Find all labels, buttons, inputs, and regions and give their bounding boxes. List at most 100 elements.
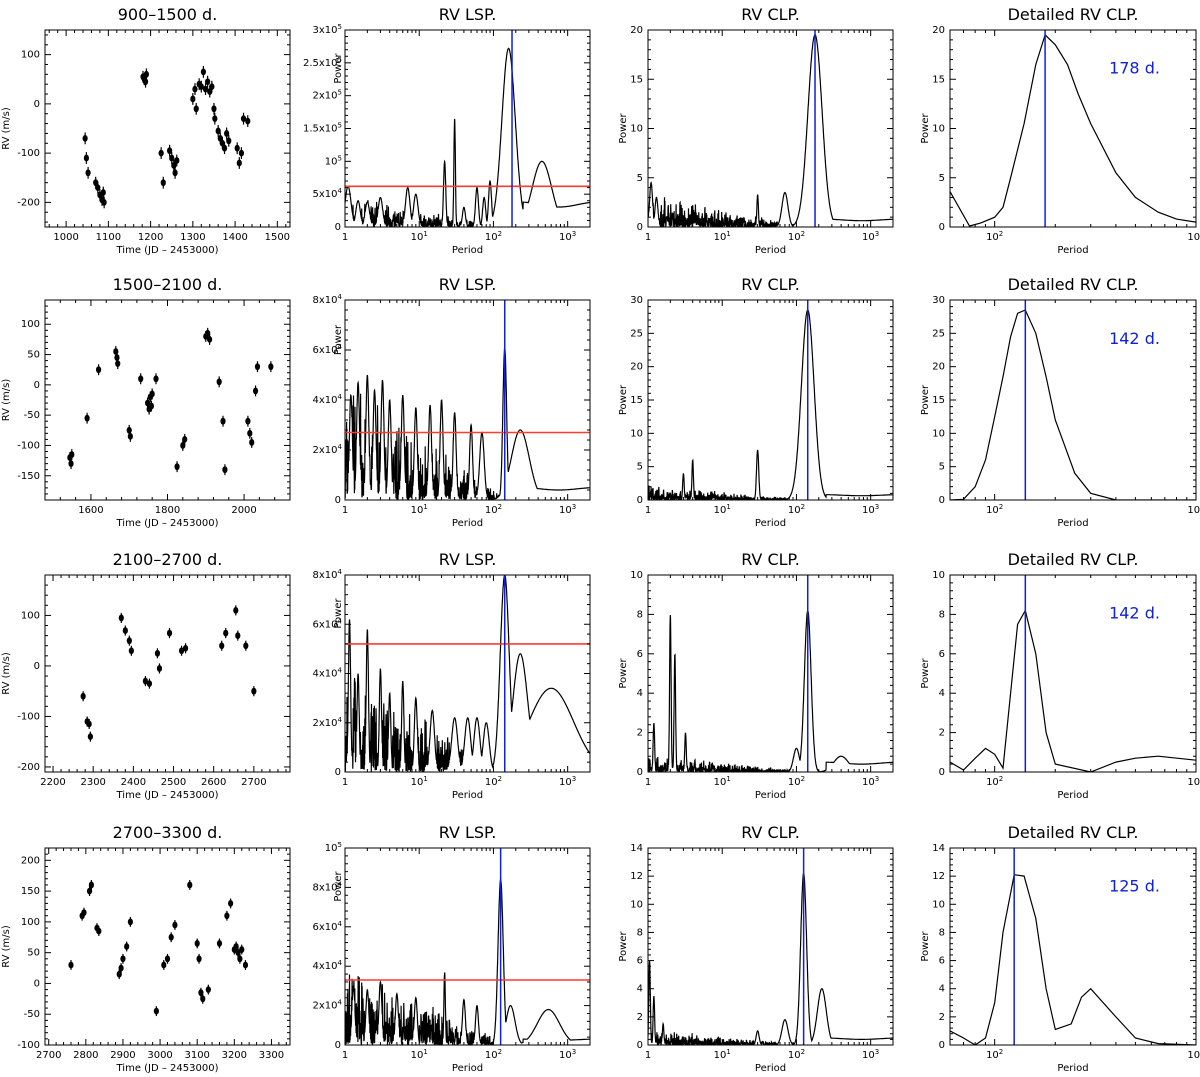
x-tick-label: 1 bbox=[342, 777, 348, 788]
data-point bbox=[114, 354, 120, 361]
panel-1-4: Detailed RV CLP. 178 d. 102 103 0 5 10 15 20 Peri… bbox=[920, 5, 1200, 256]
data-point bbox=[182, 644, 189, 652]
y-tick-label: 3x105 bbox=[313, 23, 342, 36]
plot-data bbox=[345, 30, 590, 227]
data-point bbox=[127, 918, 133, 926]
y-axis-label: Power bbox=[333, 324, 344, 355]
y-tick-label: 10 bbox=[630, 570, 643, 581]
plot-data bbox=[950, 300, 1196, 500]
data-point bbox=[164, 955, 171, 963]
y-tick-label: 1.5x105 bbox=[303, 122, 342, 135]
x-tick-label: 102 bbox=[986, 503, 1003, 516]
axes-frame bbox=[344, 847, 591, 1046]
x-tick-label: 102 bbox=[485, 230, 502, 243]
x-axis-label: Period bbox=[1057, 790, 1088, 801]
y-tick-label: 14 bbox=[630, 843, 643, 854]
x-tick-label: 1 bbox=[645, 1050, 651, 1061]
y-tick-label: 5 bbox=[637, 462, 643, 473]
y-tick-label: 20 bbox=[932, 25, 945, 36]
data-point bbox=[200, 68, 207, 76]
y-tick-label: 4x104 bbox=[313, 393, 343, 406]
data-point bbox=[68, 961, 74, 969]
plot-data bbox=[648, 848, 893, 1045]
data-point bbox=[194, 940, 200, 947]
x-tick-label: 102 bbox=[986, 775, 1003, 788]
y-tick-label: 8 bbox=[637, 609, 643, 620]
periodogram-line bbox=[648, 872, 893, 1045]
plot-data bbox=[345, 848, 590, 1045]
y-tick-label: 8 bbox=[637, 927, 643, 938]
x-tick-label: 103 bbox=[559, 1048, 576, 1061]
data-point bbox=[68, 460, 74, 468]
data-point bbox=[113, 348, 119, 355]
y-tick-label: 5 bbox=[939, 173, 945, 184]
y-tick-label: -150 bbox=[17, 471, 40, 482]
y-tick-label: -100 bbox=[17, 1040, 40, 1051]
data-point bbox=[115, 360, 121, 368]
x-tick-label: 102 bbox=[986, 1048, 1003, 1061]
panel-title: RV LSP. bbox=[439, 275, 497, 294]
x-tick-label: 1100 bbox=[96, 232, 121, 243]
y-tick-label: 15 bbox=[630, 395, 643, 406]
data-point bbox=[128, 647, 134, 655]
y-tick-label: 12 bbox=[932, 871, 945, 882]
data-point bbox=[235, 632, 241, 640]
data-point bbox=[126, 426, 132, 434]
data-point bbox=[237, 955, 243, 963]
data-point bbox=[169, 154, 175, 162]
plot-data bbox=[67, 327, 274, 476]
periodogram-line bbox=[345, 347, 590, 500]
y-tick-label: 2.5x105 bbox=[303, 56, 342, 69]
data-point bbox=[95, 184, 101, 192]
data-point bbox=[233, 606, 239, 614]
data-point bbox=[172, 921, 178, 929]
plot-data bbox=[648, 300, 893, 500]
y-tick-label: 8x104 bbox=[313, 568, 343, 581]
y-tick-label: 0 bbox=[939, 222, 945, 233]
y-tick-label: 2 bbox=[637, 728, 643, 739]
panel-title: RV LSP. bbox=[439, 823, 497, 842]
data-point bbox=[168, 933, 174, 941]
y-tick-label: 2 bbox=[939, 1012, 945, 1023]
y-tick-label: 100 bbox=[21, 319, 40, 330]
x-tick-label: 1 bbox=[342, 232, 348, 243]
y-tick-label: 4x104 bbox=[313, 667, 343, 680]
x-tick-label: 103 bbox=[1187, 503, 1200, 516]
data-point bbox=[69, 451, 75, 458]
data-point bbox=[193, 105, 199, 113]
data-point bbox=[127, 432, 133, 440]
x-axis-label: Period bbox=[1057, 1063, 1088, 1074]
data-point bbox=[142, 677, 149, 685]
data-point bbox=[138, 375, 144, 383]
x-tick-label: 2000 bbox=[231, 505, 256, 516]
y-tick-label: 8 bbox=[939, 927, 945, 938]
data-point bbox=[228, 900, 234, 907]
y-tick-label: 15 bbox=[932, 395, 945, 406]
panel-title: 1500–2100 d. bbox=[113, 275, 223, 294]
data-point bbox=[221, 144, 228, 152]
x-tick-label: 3100 bbox=[184, 1050, 209, 1061]
x-axis-label: Time (JD – 2453000) bbox=[116, 1063, 219, 1074]
periodogram-line bbox=[950, 608, 1196, 772]
panel-3-2: RV LSP. 1 101 102 103 0 2x104 4x104 6x104 8x104 Pe… bbox=[313, 550, 591, 801]
y-axis-label: Power bbox=[333, 597, 344, 628]
y-tick-label: -100 bbox=[17, 711, 40, 722]
plot-data bbox=[648, 30, 893, 227]
plot-data bbox=[950, 575, 1196, 772]
data-point bbox=[211, 105, 217, 113]
y-tick-label: -100 bbox=[17, 440, 40, 451]
data-point bbox=[124, 943, 130, 950]
data-point bbox=[148, 402, 155, 410]
panel-2-2: RV LSP. 1 101 102 103 0 2x104 4x104 6x104 8x104 Pe… bbox=[313, 275, 591, 529]
y-tick-label: 30 bbox=[932, 295, 945, 306]
y-tick-label: -50 bbox=[24, 410, 40, 421]
y-tick-label: 30 bbox=[630, 295, 643, 306]
data-point bbox=[95, 366, 102, 374]
x-tick-label: 103 bbox=[1187, 230, 1200, 243]
y-tick-label: 100 bbox=[21, 917, 40, 928]
y-tick-label: 50 bbox=[27, 350, 40, 361]
data-point bbox=[205, 329, 211, 337]
periodogram-line bbox=[345, 878, 590, 1045]
y-tick-label: 0 bbox=[335, 1040, 341, 1051]
data-point bbox=[243, 642, 249, 650]
